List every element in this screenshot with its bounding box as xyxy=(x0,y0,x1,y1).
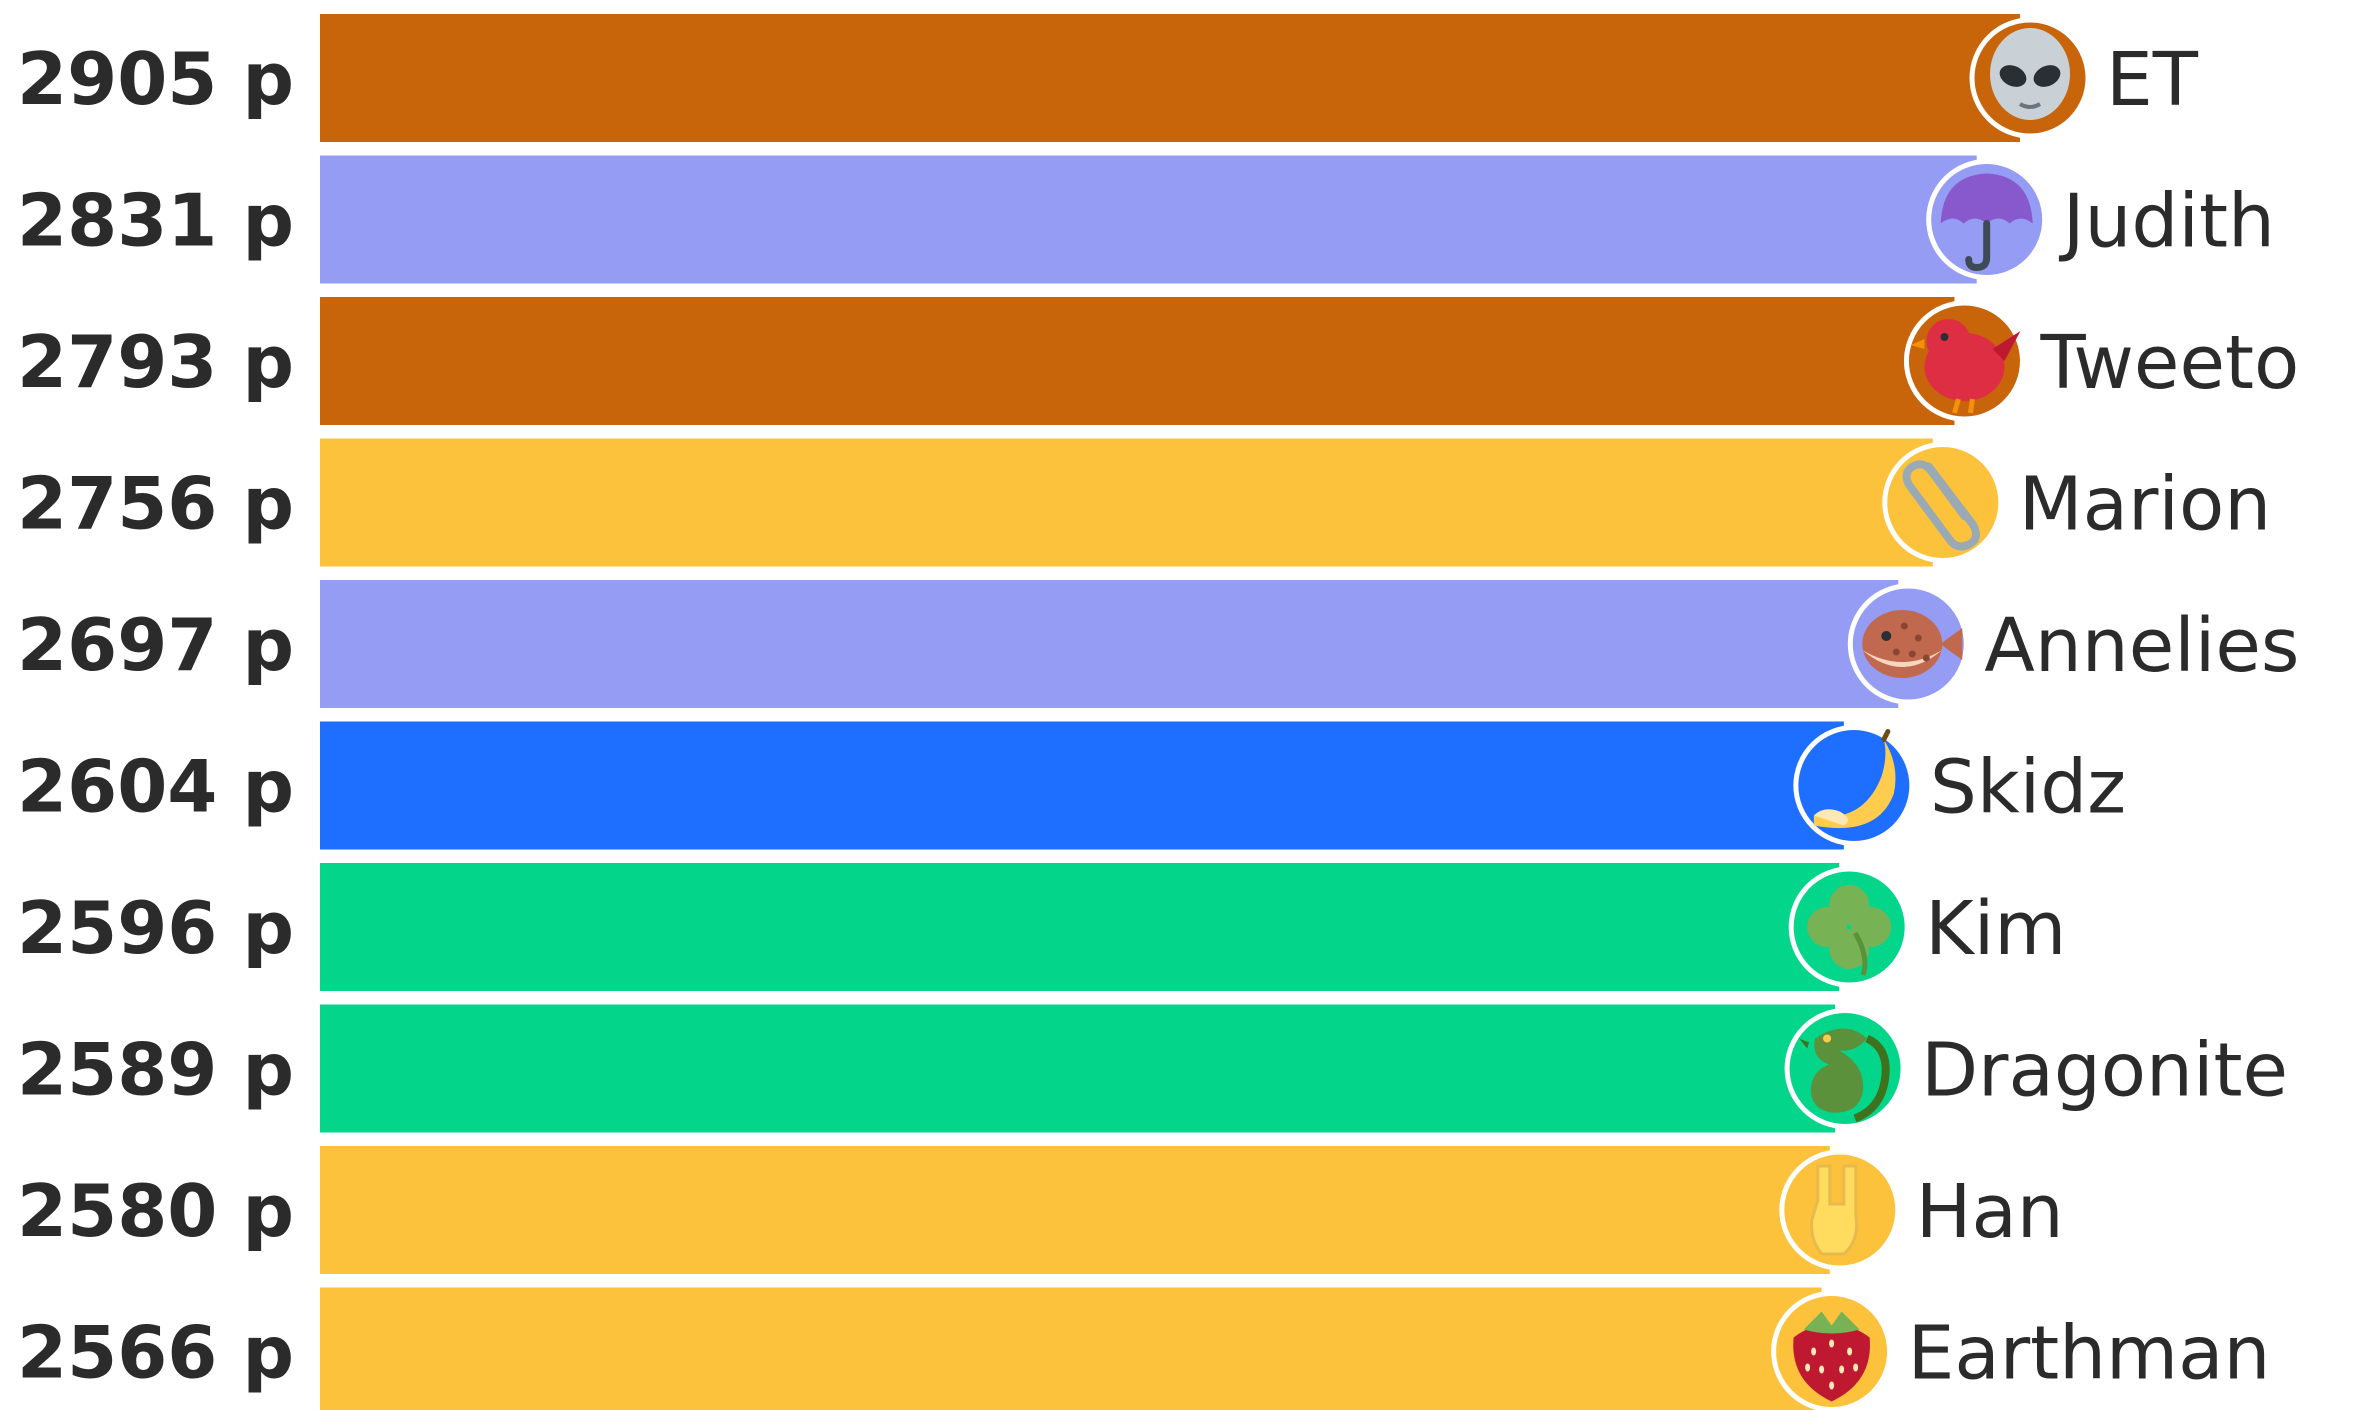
rock-hand-icon xyxy=(1810,1164,1859,1256)
player-name: Marion xyxy=(2019,462,2271,548)
player-name: Annelies xyxy=(1984,603,2299,689)
bar-skidz xyxy=(320,721,1844,850)
player-name: Skidz xyxy=(1930,745,2126,831)
clover-icon xyxy=(1807,885,1892,976)
paperclip-icon xyxy=(1902,460,1980,551)
umbrella-icon xyxy=(1940,173,2033,272)
score-label: 2580 p xyxy=(17,1169,294,1253)
score-label: 2756 p xyxy=(17,462,294,546)
score-label: 2566 p xyxy=(17,1311,294,1395)
score-label: 2697 p xyxy=(17,603,294,687)
player-name: Earthman xyxy=(1908,1311,2271,1397)
score-label: 2793 p xyxy=(17,320,294,404)
bar-tweeto xyxy=(320,297,1955,425)
score-label: 2596 p xyxy=(17,886,294,970)
score-label: 2831 p xyxy=(17,179,294,263)
score-label: 2589 p xyxy=(17,1028,294,1112)
banana-icon xyxy=(1813,729,1896,829)
pufferfish-icon xyxy=(1862,610,1963,678)
bird-icon xyxy=(1910,319,2021,414)
bar-earthman xyxy=(320,1287,1822,1410)
bar-han xyxy=(320,1146,1830,1274)
player-name: Judith xyxy=(2059,179,2275,265)
strawberry-icon xyxy=(1793,1311,1870,1402)
bar-dragonite xyxy=(320,1004,1836,1133)
player-name: Dragonite xyxy=(1921,1028,2288,1114)
score-label: 2905 p xyxy=(17,37,294,121)
alien-icon xyxy=(1990,28,2070,120)
dragon-icon xyxy=(1799,1028,1890,1123)
avatar xyxy=(1788,866,1910,988)
player-name: Han xyxy=(1916,1169,2064,1255)
bar-marion xyxy=(320,438,1933,567)
player-name: ET xyxy=(2106,37,2199,123)
bar-kim xyxy=(320,863,1840,991)
bar-judith xyxy=(320,155,1977,284)
bar-annelies xyxy=(320,580,1899,708)
score-label: 2604 p xyxy=(17,745,294,829)
player-name: Tweeto xyxy=(2039,320,2299,406)
bar-et xyxy=(320,14,2020,142)
avatar xyxy=(1882,442,2004,563)
player-name: Kim xyxy=(1925,886,2066,972)
